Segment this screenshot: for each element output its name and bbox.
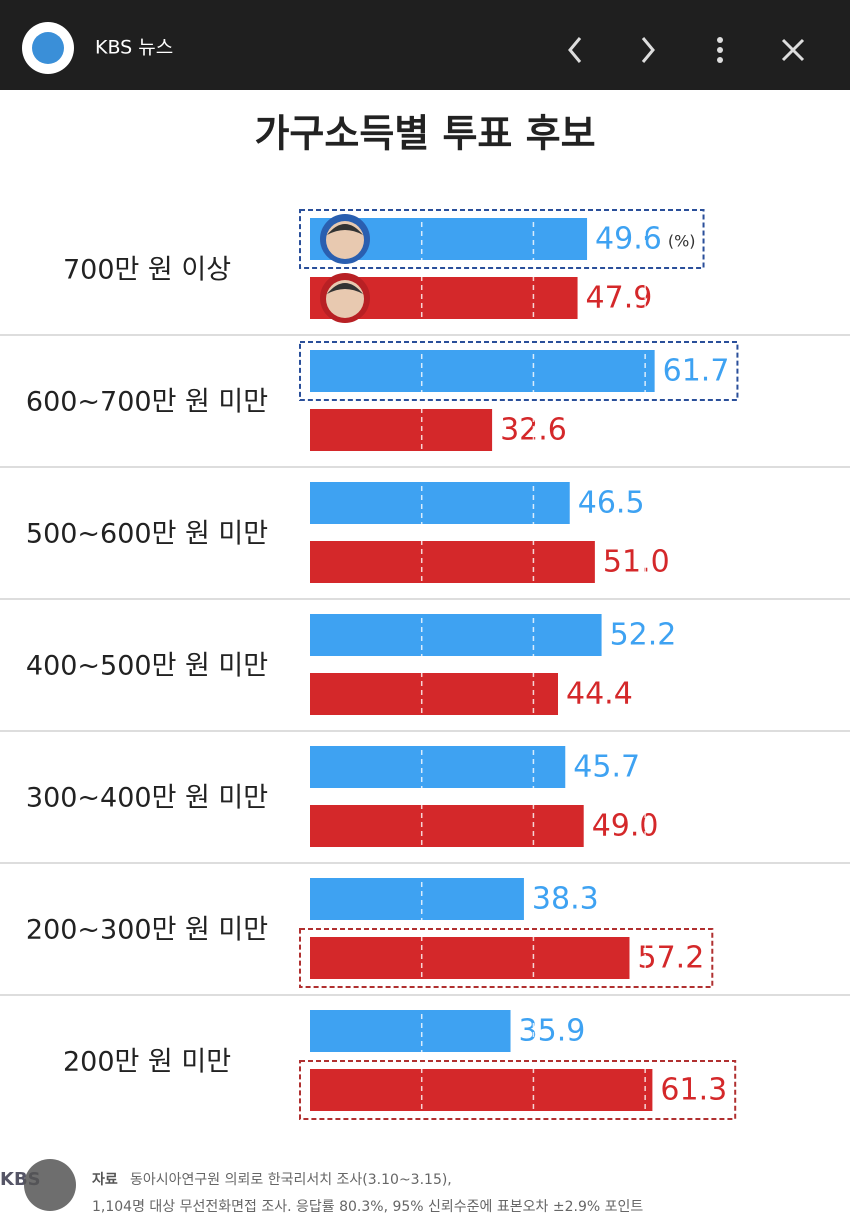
row-label: 300~400만 원 미만 [26, 783, 268, 814]
back-button[interactable] [568, 37, 582, 63]
value-label: 52.2 [610, 618, 677, 653]
row-label: 200~300만 원 미만 [26, 915, 268, 946]
bar [310, 937, 630, 979]
candidate-hair [327, 224, 363, 235]
row-label: 200만 원 미만 [63, 1047, 231, 1078]
bar [310, 746, 566, 788]
value-label: 38.3 [532, 882, 599, 917]
value-label: 47.9 [586, 281, 653, 316]
app-bar [0, 0, 850, 90]
value-label: 61.3 [660, 1073, 727, 1108]
app-title: KBS 뉴스 [95, 37, 173, 59]
value-label: 51.0 [603, 545, 670, 580]
forward-button[interactable] [641, 37, 655, 63]
bar [310, 1069, 653, 1111]
chart-title: 가구소득별 투표 후보 [254, 112, 595, 156]
value-label: 35.9 [519, 1014, 586, 1049]
bar [310, 541, 595, 583]
highlight-box [299, 1060, 737, 1120]
value-label: 44.4 [566, 677, 633, 712]
bar [310, 409, 493, 451]
app-logo-inner [32, 32, 64, 64]
value-label: 45.7 [573, 750, 640, 785]
value-label: 49.0 [592, 809, 659, 844]
row-label: 600~700만 원 미만 [26, 387, 268, 418]
row-label: 700만 원 이상 [63, 255, 231, 286]
bar [310, 878, 524, 920]
value-label: 49.6 [595, 222, 662, 257]
value-label: 57.2 [638, 941, 705, 976]
bar [310, 1010, 511, 1052]
footer-line: 1,104명 대상 무선전화면접 조사. 응답률 80.3%, 95% 신뢰수준… [92, 1199, 643, 1215]
unit-note: (%) [668, 232, 696, 251]
menu-button[interactable] [717, 37, 723, 63]
footer-label: 자료 [92, 1172, 118, 1188]
value-label: 46.5 [578, 486, 645, 521]
value-label: 61.7 [663, 354, 730, 389]
bar [310, 350, 655, 392]
footer-line: 동아시아연구원 의뢰로 한국리서치 조사(3.10~3.15), [130, 1172, 452, 1188]
highlight-box [299, 209, 705, 269]
row-label: 400~500만 원 미만 [26, 651, 268, 682]
bar [310, 482, 570, 524]
lens-button[interactable] [24, 1159, 76, 1211]
bar [310, 673, 559, 715]
bar [310, 805, 584, 847]
bar [310, 614, 602, 656]
highlight-box [299, 928, 714, 988]
close-button[interactable] [781, 38, 805, 62]
highlight-box [299, 341, 739, 401]
candidate-hair [327, 283, 363, 294]
row-label: 500~600만 원 미만 [26, 519, 268, 550]
